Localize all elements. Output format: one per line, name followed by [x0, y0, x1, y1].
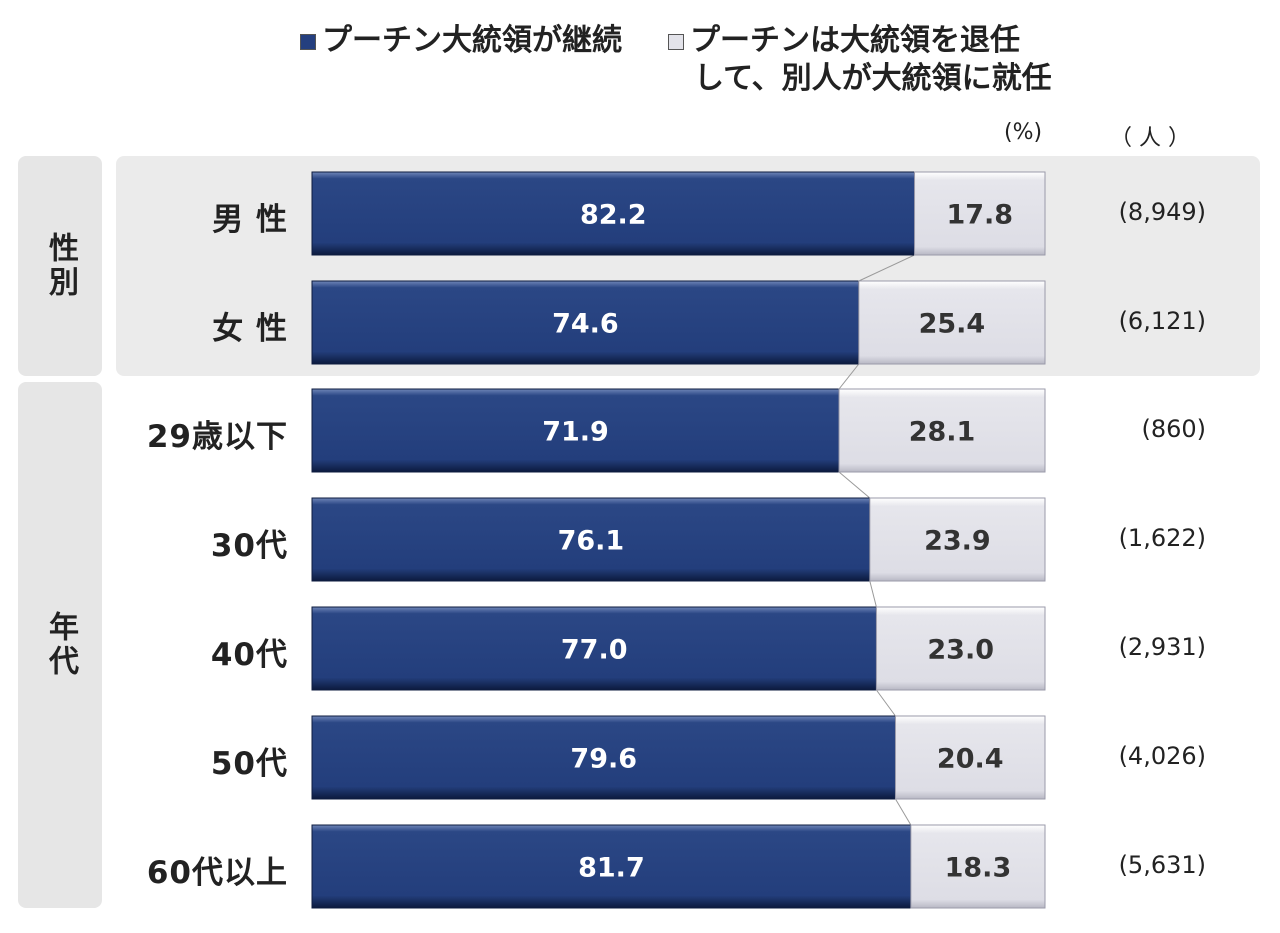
category-label: 40代 — [210, 636, 288, 673]
value-label-replace: 17.8 — [946, 200, 1013, 231]
sample-count-label: (8,949) — [1118, 197, 1206, 226]
connector-line — [838, 471, 871, 499]
value-label-continue: 74.6 — [552, 309, 619, 340]
value-label-continue: 76.1 — [558, 526, 625, 557]
percent-unit: (%) — [1004, 120, 1043, 145]
gender-group-label: 性別 — [18, 156, 102, 376]
category-label: 29歳以下 — [146, 418, 288, 455]
category-label: 50代 — [210, 745, 288, 782]
bar-replace — [875, 606, 1046, 691]
value-label-continue: 77.0 — [561, 635, 628, 666]
sample-count-label: (5,631) — [1118, 850, 1206, 879]
connector-line — [869, 580, 877, 608]
value-label-replace: 20.4 — [937, 744, 1004, 775]
sample-count-label: (2,931) — [1118, 632, 1206, 661]
age-group-label: 年代 — [18, 382, 102, 908]
sample-count-label: (6,121) — [1118, 306, 1206, 335]
bar-replace — [869, 497, 1046, 582]
sample-count-label: (4,026) — [1118, 741, 1206, 770]
category-label: 60代以上 — [146, 854, 288, 891]
bar-replace — [894, 715, 1046, 800]
people-unit: （ 人 ） — [1110, 126, 1190, 151]
legend-swatch-continue — [300, 33, 316, 50]
bar-continue — [311, 824, 912, 909]
bar-continue — [311, 606, 877, 691]
legend-swatch-replace — [668, 33, 684, 50]
bar-continue — [311, 171, 916, 256]
age-group-text: 年代 — [43, 611, 78, 679]
gender-group-text: 性別 — [43, 232, 78, 300]
value-label-replace: 28.1 — [909, 417, 976, 448]
bar-continue — [311, 388, 840, 473]
category-label: 男 性 — [212, 201, 288, 238]
category-label: 女 性 — [212, 310, 288, 347]
value-label-replace: 18.3 — [945, 853, 1012, 884]
bar-replace — [838, 388, 1046, 473]
value-label-continue: 71.9 — [542, 417, 609, 448]
sample-count-label: (860) — [1141, 414, 1206, 443]
legend-replace: プーチンは大統領を退任 して、別人が大統領に就任 — [668, 22, 1052, 98]
sample-count-label: (1,622) — [1118, 523, 1206, 552]
category-label: 30代 — [210, 527, 288, 564]
bar-replace — [858, 280, 1046, 365]
connector-line — [876, 689, 896, 717]
value-label-continue: 82.2 — [580, 200, 647, 231]
bar-continue — [311, 715, 896, 800]
bar-continue — [311, 497, 871, 582]
bar-replace — [910, 824, 1046, 909]
legend-replace-label-1: プーチンは大統領を退任 — [690, 23, 1020, 58]
legend-continue-label: プーチン大統領が継続 — [322, 23, 622, 58]
value-label-replace: 23.0 — [927, 635, 994, 666]
connector-line — [838, 363, 860, 390]
value-label-continue: 81.7 — [578, 853, 645, 884]
legend-replace-label-2: して、別人が大統領に就任 — [694, 61, 1052, 96]
legend-continue: プーチン大統領が継続 — [300, 22, 622, 60]
value-label-replace: 25.4 — [919, 309, 986, 340]
bar-replace — [914, 171, 1046, 256]
value-label-replace: 23.9 — [924, 526, 991, 557]
connector-line — [895, 798, 912, 826]
value-label-continue: 79.6 — [570, 744, 637, 775]
bar-continue — [311, 280, 860, 365]
connector-line — [858, 254, 915, 282]
